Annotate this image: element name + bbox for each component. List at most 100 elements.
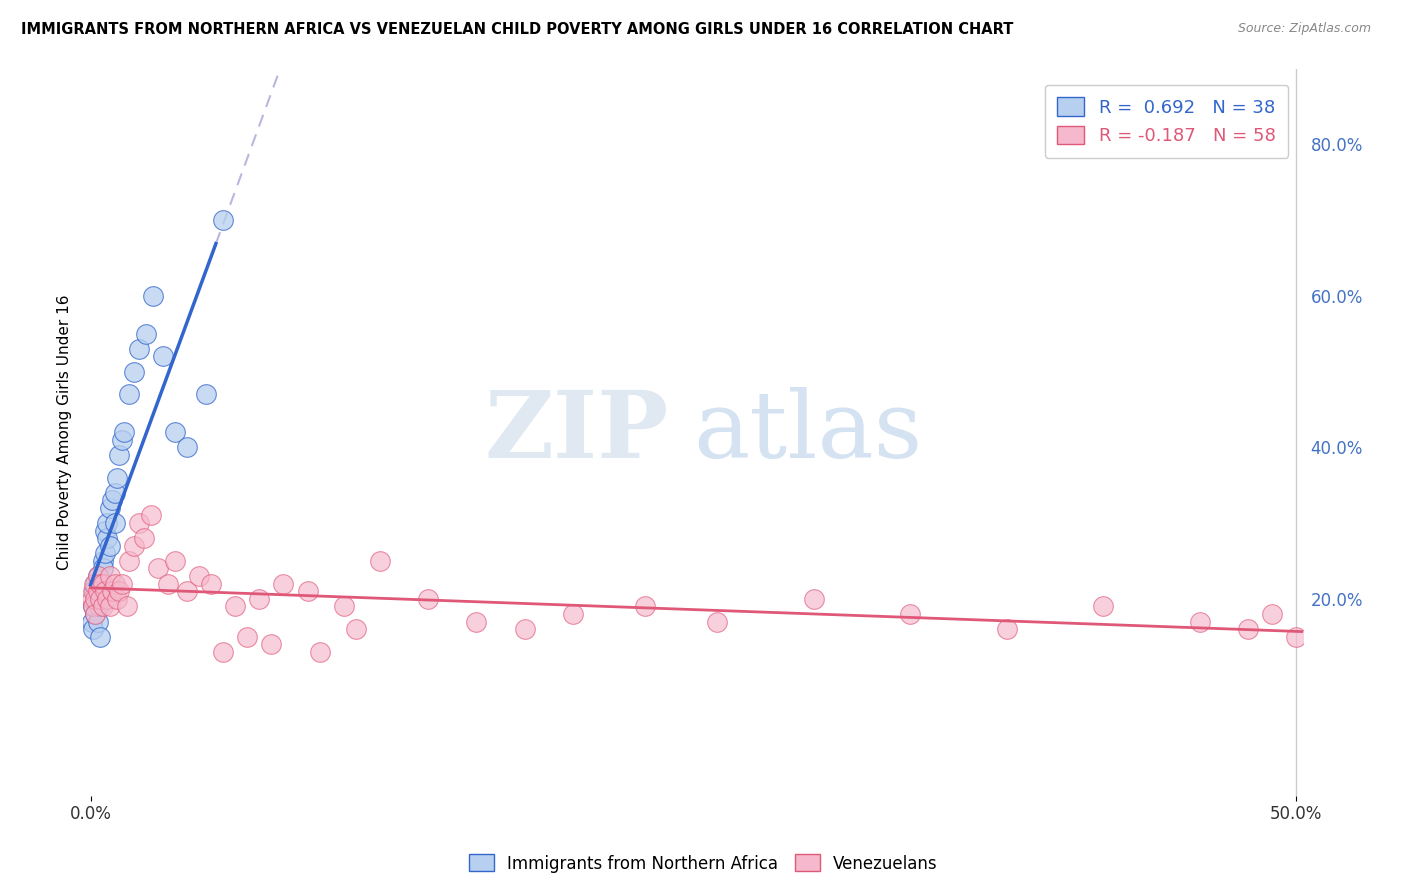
Point (98, 500, 121, 515)
Point (128, 516, 150, 530)
Point (96, 531, 118, 545)
Point (115, 599, 138, 614)
Point (308, 645, 330, 659)
Legend: Immigrants from Northern Africa, Venezuelans: Immigrants from Northern Africa, Venezue… (461, 847, 945, 880)
Point (94, 584, 117, 599)
Point (1092, 599, 1115, 614)
Point (98, 569, 121, 583)
Point (89, 591, 111, 606)
Point (1188, 615, 1211, 629)
Point (91, 554, 114, 568)
Point (803, 591, 825, 606)
Point (89, 630, 111, 644)
Point (87, 615, 110, 629)
Point (163, 554, 186, 568)
Point (91, 561, 114, 575)
Point (91, 599, 114, 614)
Point (122, 365, 145, 379)
Point (1237, 622, 1260, 636)
Point (176, 440, 198, 454)
Point (273, 576, 295, 591)
Point (84, 576, 107, 591)
Point (247, 591, 270, 606)
Point (98, 599, 121, 614)
Point (1261, 607, 1284, 621)
Point (94, 546, 117, 560)
Point (83, 576, 105, 591)
Point (84, 591, 107, 606)
Point (89, 576, 111, 591)
Point (82, 599, 104, 614)
Point (344, 622, 367, 636)
Point (104, 516, 127, 530)
Point (146, 561, 169, 575)
Point (200, 576, 222, 591)
Point (142, 289, 165, 303)
Text: atlas: atlas (693, 387, 922, 477)
Point (195, 387, 218, 401)
Point (260, 637, 283, 651)
Point (98, 539, 121, 553)
Point (84, 607, 107, 621)
Point (87, 569, 110, 583)
Point (163, 425, 186, 439)
Point (111, 433, 134, 447)
Point (80, 615, 103, 629)
Point (112, 425, 135, 439)
Point (368, 554, 391, 568)
Point (101, 493, 124, 508)
Point (108, 584, 131, 599)
Point (135, 326, 157, 341)
Text: Source: ZipAtlas.com: Source: ZipAtlas.com (1237, 22, 1371, 36)
Text: ZIP: ZIP (485, 387, 669, 477)
Point (332, 599, 354, 614)
Point (212, 213, 235, 227)
Point (224, 599, 246, 614)
Text: IMMIGRANTS FROM NORTHERN AFRICA VS VENEZUELAN CHILD POVERTY AMONG GIRLS UNDER 16: IMMIGRANTS FROM NORTHERN AFRICA VS VENEZ… (21, 22, 1014, 37)
Point (104, 485, 127, 500)
Point (89, 591, 111, 606)
Point (139, 508, 162, 523)
Point (561, 607, 583, 621)
Point (156, 576, 179, 591)
Point (83, 584, 105, 599)
Point (105, 470, 128, 484)
Point (104, 576, 127, 591)
Point (87, 584, 110, 599)
Point (128, 342, 150, 356)
Point (1285, 630, 1308, 644)
Point (91, 576, 114, 591)
Point (188, 569, 211, 583)
Point (94, 524, 117, 538)
Point (82, 599, 104, 614)
Point (212, 645, 235, 659)
Point (706, 615, 728, 629)
Point (87, 599, 110, 614)
Point (90, 576, 112, 591)
Point (111, 576, 134, 591)
Point (87, 569, 110, 583)
Point (122, 539, 145, 553)
Point (82, 584, 104, 599)
Point (84, 607, 107, 621)
Point (297, 584, 319, 599)
Point (634, 599, 657, 614)
Point (152, 350, 174, 364)
Point (118, 387, 141, 401)
Point (176, 584, 198, 599)
Point (416, 591, 439, 606)
Point (80, 591, 103, 606)
Point (96, 591, 118, 606)
Point (900, 607, 922, 621)
Point (96, 516, 118, 530)
Point (86, 591, 108, 606)
Point (101, 584, 124, 599)
Y-axis label: Child Poverty Among Girls Under 16: Child Poverty Among Girls Under 16 (58, 294, 72, 570)
Point (105, 591, 128, 606)
Point (465, 615, 488, 629)
Point (236, 630, 259, 644)
Point (108, 448, 131, 462)
Point (118, 554, 141, 568)
Legend: R =  0.692   N = 38, R = -0.187   N = 58: R = 0.692 N = 38, R = -0.187 N = 58 (1045, 85, 1288, 158)
Point (995, 622, 1018, 636)
